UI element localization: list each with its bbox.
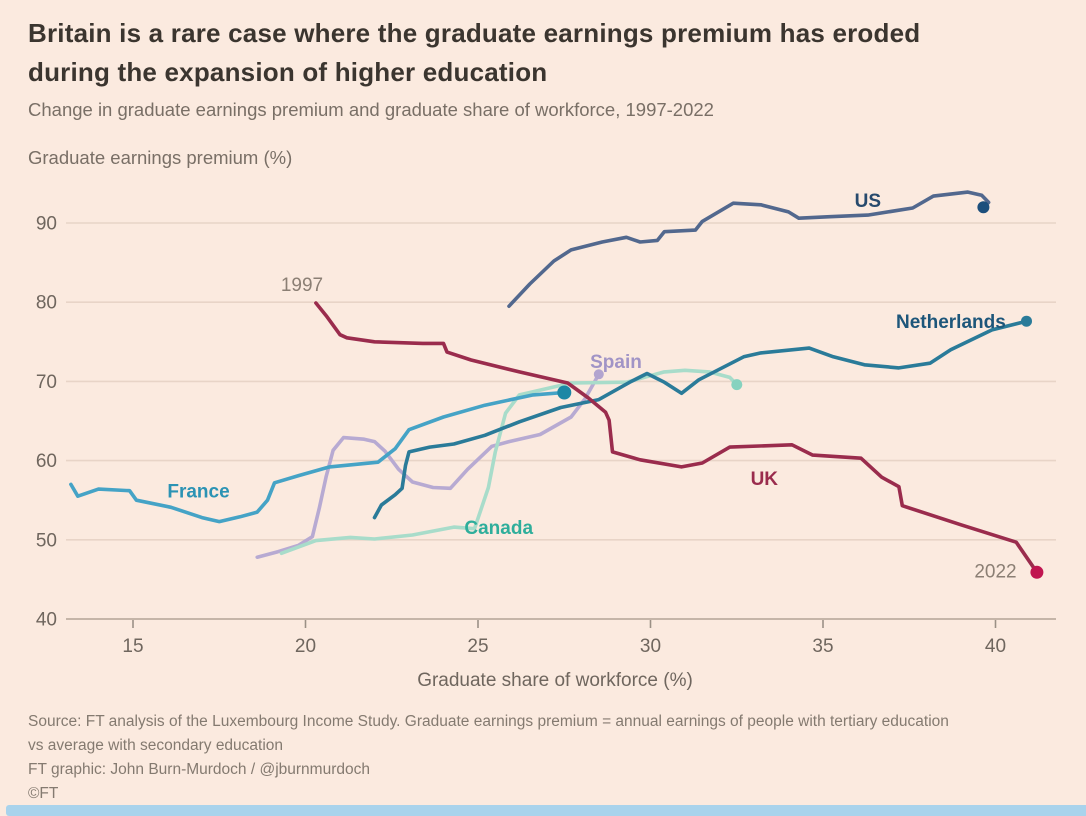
year-label-end: 2022 [974, 562, 1016, 583]
source-note: Source: FT analysis of the Luxembourg In… [28, 713, 949, 755]
country-label-uk: UK [751, 469, 779, 490]
country-label-canada: Canada [464, 518, 533, 539]
credit-note: FT graphic: John Burn-Murdoch / @jburnmu… [28, 761, 370, 779]
y-axis-title: Graduate earnings premium (%) [28, 147, 293, 168]
chart-title: Britain is a rare case where the graduat… [28, 18, 921, 87]
country-label-netherlands: Netherlands [896, 312, 1006, 333]
series-line-us [507, 190, 991, 309]
country-label-us: US [855, 191, 881, 212]
endpoint-dot-uk [1030, 565, 1044, 579]
series-line-uk [314, 301, 1039, 575]
y-tick-label: 70 [36, 372, 57, 393]
endpoint-dot-netherlands [1021, 315, 1032, 327]
y-tick-label: 90 [36, 214, 57, 235]
series-line-spain [255, 372, 601, 560]
endpoint-dot-us [977, 201, 990, 214]
bottom-highlight-strip [6, 805, 1086, 816]
series-line-netherlands [372, 319, 1029, 520]
x-tick-label: 15 [122, 636, 143, 657]
x-tick-label: 35 [812, 636, 833, 657]
x-tick-label: 25 [467, 636, 488, 657]
country-label-france: France [167, 482, 229, 503]
source-block: Source: FT analysis of the Luxembourg In… [28, 710, 958, 806]
x-tick-label: 40 [985, 636, 1006, 657]
endpoint-dot-canada [731, 379, 743, 391]
copyright-note: ©FT [28, 785, 59, 803]
chart-subtitle: Change in graduate earnings premium and … [28, 99, 714, 120]
y-tick-label: 50 [36, 530, 57, 551]
y-tick-label: 60 [36, 451, 57, 472]
series-line-france [69, 390, 567, 524]
y-tick-label: 80 [36, 293, 57, 314]
y-tick-label: 40 [36, 610, 57, 631]
year-label-start: 1997 [281, 275, 323, 296]
series-line-canada [279, 368, 739, 556]
x-tick-label: 20 [295, 636, 316, 657]
x-tick-label: 30 [640, 636, 661, 657]
x-axis-title: Graduate share of workforce (%) [417, 670, 693, 691]
country-label-spain: Spain [590, 352, 642, 373]
endpoint-dot-france [557, 385, 572, 400]
endpoint-dot-spain [593, 369, 604, 380]
